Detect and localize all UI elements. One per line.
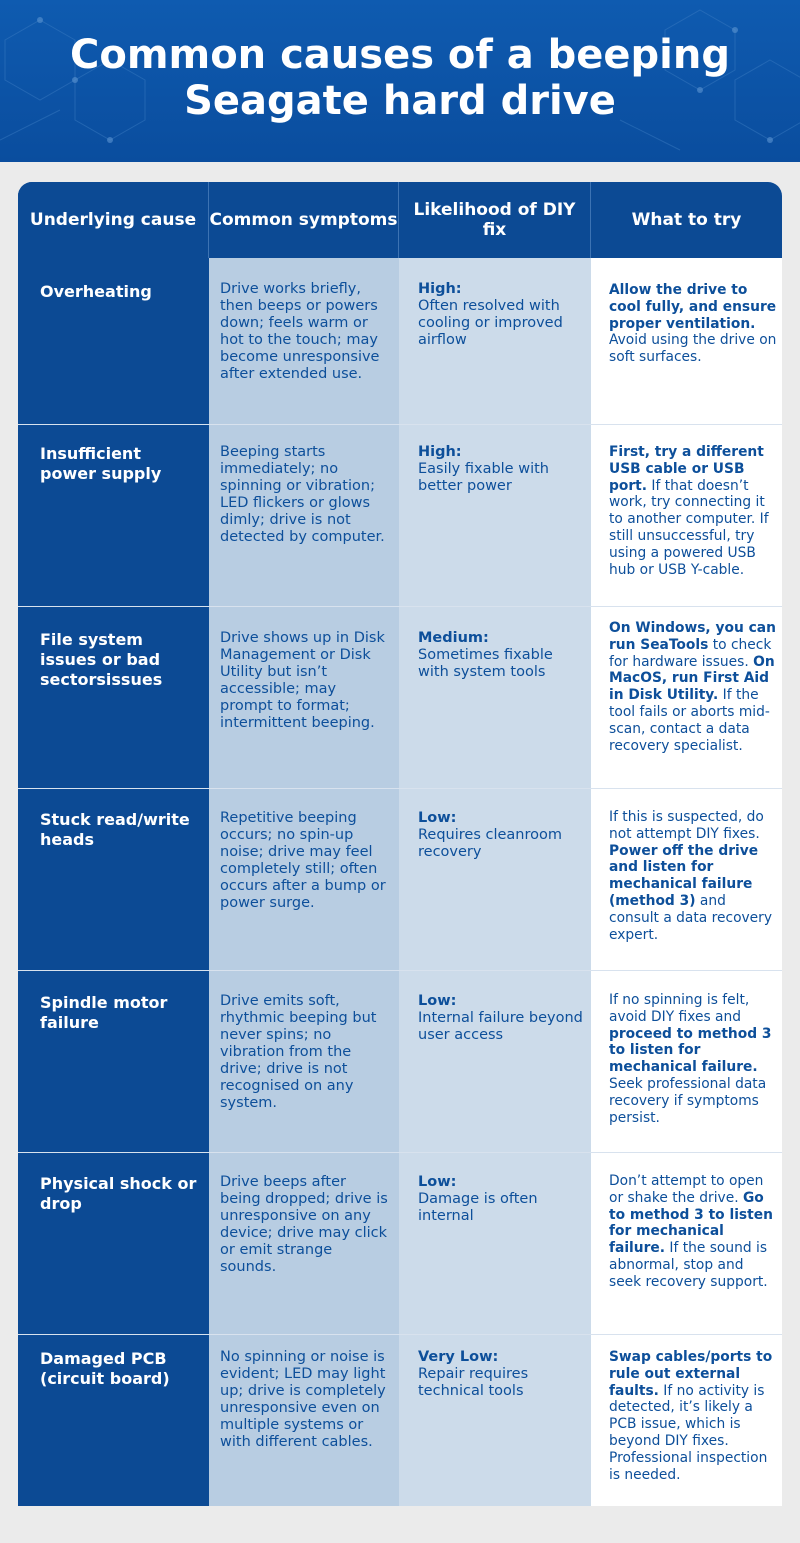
row-shock-cause: Physical shock or drop — [40, 1174, 197, 1213]
row-divider — [18, 1152, 782, 1153]
row-filesystem-likelihood: Medium: Sometimes fixable with system to… — [418, 630, 583, 681]
row-heads-try: If this is suspected, do not attempt DIY… — [609, 809, 777, 943]
likelihood-note: Internal failure beyond user access — [418, 1010, 583, 1043]
row-power-symptoms: Beeping starts immediately; no spinning … — [220, 444, 385, 545]
row-power-try: First, try a different USB cable or USB … — [609, 444, 777, 578]
row-spindle-try: If no spinning is felt, avoid DIY fixes … — [609, 992, 777, 1126]
likelihood-note: Repair requires technical tools — [418, 1366, 529, 1399]
row-heads-symptoms: Repetitive beeping occurs; no spin-up no… — [220, 810, 386, 911]
likelihood-level: Low: — [418, 1174, 457, 1190]
try-text: If no activity is detected, it’s likely … — [609, 1382, 768, 1483]
try-bold: First, try a different USB cable or USB … — [609, 444, 764, 494]
likelihood-level: High: — [418, 281, 462, 297]
row-divider — [18, 788, 782, 789]
likelihood-column — [399, 182, 591, 1506]
page-title: Common causes of a beeping Seagate hard … — [0, 32, 800, 124]
likelihood-note: Requires cleanroom recovery — [418, 827, 563, 860]
row-divider — [18, 1334, 782, 1335]
try-text: If that doesn’t work, try connecting it … — [609, 477, 769, 578]
header-cause: Underlying cause — [18, 182, 208, 258]
row-shock-symptoms: Drive beeps after being dropped; drive i… — [220, 1174, 388, 1275]
row-overheating-symptoms: Drive works briefly, then beeps or power… — [220, 281, 380, 382]
try-column — [591, 182, 782, 1506]
try-bold: On Windows, you can run SeaTools — [609, 620, 776, 653]
try-text: If this is suspected, do not attempt DIY… — [609, 809, 764, 842]
row-shock-try: Don’t attempt to open or shake the drive… — [609, 1173, 777, 1291]
row-pcb-cause: Damaged PCB (circuit board) — [40, 1349, 170, 1388]
header-try: What to try — [591, 182, 782, 258]
row-filesystem-try: On Windows, you can run SeaTools to chec… — [609, 620, 777, 754]
try-text: If the tool fails or aborts mid-scan, co… — [609, 687, 770, 754]
likelihood-note: Often resolved with cooling or improved … — [418, 298, 563, 348]
row-heads-likelihood: Low: Requires cleanroom recovery — [418, 810, 583, 861]
try-bold: Swap cables/ports to rule out external f… — [609, 1349, 773, 1399]
header-symptoms: Common symptoms — [209, 182, 398, 258]
try-text: and consult a data recovery expert. — [609, 892, 773, 943]
row-pcb-try: Swap cables/ports to rule out external f… — [609, 1349, 777, 1483]
header-likelihood: Likelihood of DIY fix — [399, 182, 590, 258]
try-text: to check for hardware issues. — [609, 636, 772, 670]
likelihood-level: Very Low: — [418, 1349, 499, 1365]
row-pcb-likelihood: Very Low: Repair requires technical tool… — [418, 1349, 583, 1400]
cause-column — [18, 182, 209, 1506]
row-divider — [18, 970, 782, 971]
try-text: Seek professional data recovery if sympt… — [609, 1075, 767, 1126]
try-text: If the sound is abnormal, stop and seek … — [609, 1240, 768, 1290]
row-overheating-likelihood: High: Often resolved with cooling or imp… — [418, 281, 583, 349]
try-text: Avoid using the drive on soft surfaces. — [609, 332, 777, 366]
try-bold: Go to method 3 to listen for mechanical … — [609, 1189, 773, 1257]
row-filesystem-symptoms: Drive shows up in Disk Management or Dis… — [220, 630, 385, 731]
row-pcb-symptoms: No spinning or noise is evident; LED may… — [220, 1349, 386, 1450]
likelihood-level: High: — [418, 444, 462, 460]
likelihood-level: Medium: — [418, 630, 489, 646]
symptoms-column — [209, 182, 399, 1506]
title-line-2: Seagate hard drive — [184, 78, 616, 124]
try-text: Don’t attempt to open or shake the drive… — [609, 1173, 764, 1206]
causes-table: Underlying cause Common symptoms Likelih… — [18, 182, 782, 1506]
row-divider — [18, 606, 782, 607]
try-text: If no spinning is felt, avoid DIY fixes … — [609, 992, 750, 1025]
header-divider — [590, 182, 591, 258]
header-divider — [208, 182, 209, 258]
likelihood-note: Damage is often internal — [418, 1191, 538, 1224]
try-bold: Allow the drive to cool fully, and ensur… — [609, 282, 777, 332]
row-spindle-cause: Spindle motor failure — [40, 993, 168, 1032]
row-divider — [18, 424, 782, 425]
title-line-1: Common causes of a beeping — [70, 32, 730, 78]
row-shock-likelihood: Low: Damage is often internal — [418, 1174, 583, 1225]
row-spindle-symptoms: Drive emits soft, rhythmic beeping but n… — [220, 993, 377, 1111]
row-overheating-cause: Overheating — [40, 282, 152, 301]
likelihood-level: Low: — [418, 993, 457, 1009]
network-pattern-decoration — [0, 9, 800, 151]
row-power-cause: Insufficient power supply — [40, 444, 162, 483]
row-filesystem-cause: File system issues or bad sectorsissues — [40, 630, 163, 689]
likelihood-level: Low: — [418, 810, 457, 826]
row-overheating-try: Allow the drive to cool fully, and ensur… — [609, 282, 777, 366]
title-banner: Common causes of a beeping Seagate hard … — [0, 0, 800, 162]
try-bold: Power off the drive and listen for mecha… — [609, 842, 759, 909]
likelihood-note: Easily fixable with better power — [418, 461, 549, 494]
row-spindle-likelihood: Low: Internal failure beyond user access — [418, 993, 583, 1044]
likelihood-note: Sometimes fixable with system tools — [418, 647, 553, 680]
header-divider — [398, 182, 399, 258]
try-bold: proceed to method 3 to listen for mechan… — [609, 1025, 772, 1076]
row-power-likelihood: High: Easily fixable with better power — [418, 444, 583, 495]
try-bold: On MacOS, run First Aid in Disk Utility. — [609, 653, 775, 704]
row-heads-cause: Stuck read/write heads — [40, 810, 190, 849]
